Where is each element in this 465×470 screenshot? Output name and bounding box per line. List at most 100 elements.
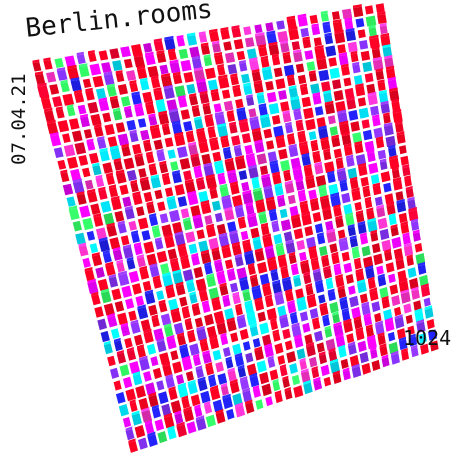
cube-tile-top	[211, 247, 219, 252]
cube-tile	[412, 232, 421, 242]
cube-tile	[68, 118, 80, 130]
cube-tile-top	[184, 179, 194, 184]
cube-tile	[221, 89, 231, 99]
cube-tile	[333, 90, 344, 101]
cube-tile	[280, 219, 292, 232]
cube-tile	[259, 371, 270, 385]
cube-tile	[398, 212, 408, 223]
cube-tile	[368, 162, 379, 174]
cube-tile-top	[400, 289, 410, 295]
cube-tile-top	[303, 164, 312, 169]
cube-tile	[134, 244, 143, 256]
cube-tile	[308, 131, 317, 141]
cube-tile	[285, 291, 294, 302]
cube-tile	[375, 323, 385, 335]
cube-tile	[347, 226, 356, 237]
cube-tile	[95, 227, 107, 240]
cube-tile-top	[181, 395, 188, 400]
cube-tile-top	[354, 140, 362, 146]
cube-tile	[409, 277, 419, 290]
cube-tile-top	[99, 147, 108, 152]
cube-tile-top	[293, 108, 301, 112]
cube-tile	[132, 373, 143, 386]
cube-tile	[152, 367, 162, 379]
cube-tile-top	[380, 33, 390, 38]
cube-tile	[408, 336, 418, 347]
cube-tile	[293, 110, 302, 121]
cube-tile-top	[134, 242, 141, 247]
cube-tile	[222, 297, 231, 308]
cube-tile-top	[246, 311, 255, 317]
artwork-date: 07.04.21	[8, 73, 30, 165]
cube-tile-top	[152, 225, 159, 230]
cube-tile	[360, 234, 369, 245]
cube-tile-top	[263, 185, 272, 190]
cube-tile	[296, 299, 307, 312]
cube-tile	[196, 81, 208, 93]
cube-tile	[287, 76, 296, 87]
cube-tile-top	[336, 167, 346, 173]
cube-tile	[74, 92, 85, 103]
cube-tile	[322, 24, 332, 34]
cube-tile-top	[290, 311, 297, 317]
cube-tile-top	[246, 153, 255, 158]
cube-tile	[229, 232, 240, 245]
cube-tile	[310, 83, 320, 94]
cube-tile	[341, 134, 352, 146]
cube-tile	[328, 183, 339, 196]
cube-tile	[116, 352, 127, 364]
cube-tile	[215, 361, 224, 373]
cube-tile	[95, 88, 107, 99]
cube-tile-top	[310, 139, 318, 144]
cube-tile	[238, 170, 248, 181]
cube-tile-top	[269, 160, 278, 165]
cube-tile-top	[335, 157, 343, 162]
cube-tile-top	[170, 257, 178, 263]
cube-tile	[178, 97, 188, 108]
cube-tile	[150, 177, 162, 189]
cube-tile	[274, 185, 284, 196]
cube-tile-top	[375, 320, 383, 326]
cube-tile-top	[327, 288, 335, 293]
cube-tile-top	[246, 94, 253, 99]
cube-tile	[323, 151, 332, 161]
cube-tile-top	[319, 302, 327, 308]
cube-tile	[158, 302, 168, 313]
cube-tile-top	[253, 187, 262, 192]
cube-tile	[106, 225, 118, 237]
cube-tile-top	[212, 40, 220, 45]
cube-tile	[290, 157, 301, 169]
cube-tile	[360, 50, 371, 61]
cube-tile	[237, 367, 247, 378]
cube-tile	[192, 58, 202, 69]
cube-tile-top	[165, 284, 174, 289]
cube-tile-top	[196, 127, 205, 132]
cube-tile-top	[141, 407, 150, 413]
cube-tile	[167, 149, 176, 159]
cube-tile-top	[342, 367, 350, 373]
cube-tile	[400, 155, 409, 166]
cube-tile-top	[383, 122, 393, 127]
cube-tile	[351, 248, 360, 259]
cube-tile	[193, 266, 204, 279]
cube-tile-top	[193, 67, 203, 72]
cube-tile	[364, 5, 374, 15]
cube-tile	[420, 343, 429, 355]
cube-tile-top	[238, 118, 248, 123]
cube-tile-top	[195, 415, 205, 421]
cube-tile	[406, 256, 414, 267]
cube-tile-top	[139, 265, 147, 271]
cube-tile	[251, 71, 262, 82]
cube-tile	[242, 390, 252, 403]
cube-tile-top	[411, 218, 418, 223]
cube-tile-top	[412, 229, 420, 234]
cube-tile-top	[407, 196, 415, 201]
cube-tile	[54, 58, 64, 68]
cube-tile-top	[252, 127, 261, 133]
cube-tile	[329, 301, 339, 314]
cube-tile-top	[355, 268, 363, 273]
cube-tile	[286, 351, 297, 364]
cube-tile	[354, 143, 364, 154]
cube-tile	[319, 245, 328, 257]
cube-tile	[347, 167, 358, 179]
